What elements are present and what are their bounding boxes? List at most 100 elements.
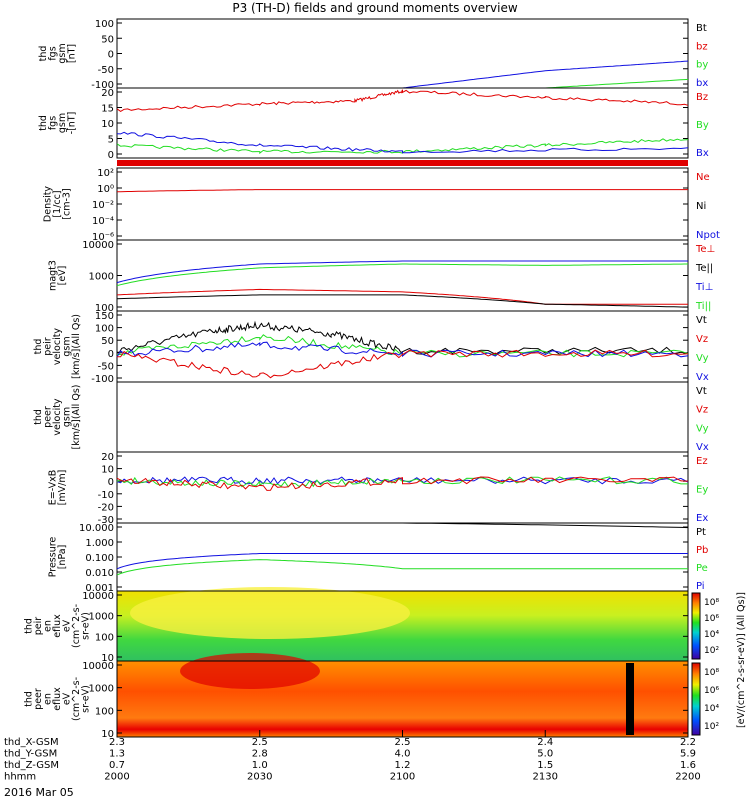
flag-bar <box>117 160 688 166</box>
legend-label: Pt <box>696 527 706 538</box>
series-line-vx <box>116 341 689 358</box>
series-line-vz <box>117 349 689 379</box>
y-tick-label: 0 <box>108 150 114 161</box>
time-row-value: 2.5 <box>395 737 411 748</box>
series-line-pi <box>116 553 688 570</box>
time-row-value: 2000 <box>104 772 129 783</box>
series-line-vt <box>117 320 689 355</box>
y-axis-label-line: thd <box>38 115 49 131</box>
series-line-bx <box>402 60 689 89</box>
y-axis-label-line: eV <box>62 692 73 705</box>
y-axis-label-line: eV <box>62 619 73 632</box>
y-tick-label: 0 <box>108 477 114 488</box>
y-tick-label: -100 <box>91 80 114 91</box>
y-tick-label: 100 <box>95 19 114 30</box>
y-axis-label-line: (cm^2-s- <box>71 677 82 721</box>
y-axis-label-line: [km/s](All Qs) <box>71 314 82 379</box>
y-axis-label-line: (cm^2-s- <box>71 604 82 648</box>
series-line-te⊥ <box>116 288 688 305</box>
time-row-value: 2.2 <box>680 737 696 748</box>
y-tick-label: 100 <box>95 706 114 717</box>
colorbar-tick-label: 10⁴ <box>704 704 719 714</box>
series-line-ne <box>116 189 688 193</box>
time-row-value: 0.7 <box>109 760 125 771</box>
legend-label: Ti⊥ <box>695 282 713 293</box>
y-axis-label-line: peer <box>43 406 54 428</box>
series-line-ti|| <box>116 263 688 287</box>
y-axis-label-line: velocity <box>52 328 63 366</box>
y-axis-label-line: gsm <box>62 407 73 427</box>
colorbar <box>691 592 701 660</box>
y-axis-label-line: thd <box>33 339 44 355</box>
time-row-value: 4.0 <box>395 749 411 760</box>
y-axis-label-line: [eV] <box>57 266 68 286</box>
y-axis-label-line: eflux <box>52 687 63 711</box>
y-axis-label-line: en <box>43 620 54 632</box>
time-row-value: 2200 <box>675 772 700 783</box>
legend-label: Vz <box>696 334 708 345</box>
colorbar-tick-label: 10⁶ <box>704 614 719 624</box>
colorbar-tick-label: 10⁴ <box>704 630 719 640</box>
y-axis-label-line: thd <box>24 691 35 707</box>
time-row-value: 1.0 <box>252 760 268 771</box>
time-row-value: 1.3 <box>109 749 125 760</box>
legend-label: Vx <box>696 442 709 453</box>
y-tick-label: -30 <box>98 515 114 526</box>
y-tick-label: -50 <box>98 361 114 372</box>
legend-label: Ti|| <box>695 301 711 312</box>
panel-frame-pressure <box>116 522 689 592</box>
y-tick-label: 5 <box>108 135 114 146</box>
y-axis-label-line: gsm <box>62 336 73 356</box>
y-axis-label-line: fgs <box>47 116 58 130</box>
colorbar-tick-label: 10² <box>704 722 719 732</box>
y-tick-label: 20 <box>101 452 114 463</box>
y-tick-label: -20 <box>98 502 114 513</box>
y-axis-label-line: [cm-3] <box>62 188 73 219</box>
series-line-vy <box>116 334 689 358</box>
legend-label: Vy <box>696 353 709 364</box>
y-axis-label-line: E=-VxB <box>47 470 58 505</box>
y-tick-label: -50 <box>98 65 114 76</box>
y-tick-label: 1000 <box>89 684 114 695</box>
y-tick-label: -10 <box>98 490 114 501</box>
legend-label: Ez <box>696 456 708 467</box>
y-axis-label-line: [mV/m] <box>57 470 68 506</box>
legend-label: Ni <box>696 201 706 212</box>
figure-title: P3 (TH-D) fields and ground moments over… <box>232 1 518 15</box>
y-tick-label: 0.100 <box>85 553 114 564</box>
y-axis-label-line: peir <box>33 617 44 636</box>
legend-label: Ey <box>696 485 708 496</box>
time-row-value: 2.4 <box>537 737 553 748</box>
y-tick-label: 10⁻⁶ <box>92 232 114 243</box>
time-row-value: 2.8 <box>252 749 268 760</box>
colorbar-tick-label: 10⁶ <box>704 686 719 696</box>
series-line-pe <box>116 559 688 576</box>
time-row-value: 2030 <box>247 772 272 783</box>
time-row-value: 5.9 <box>680 749 696 760</box>
y-tick-label: 0.001 <box>85 583 114 594</box>
y-axis-label-line: [1/cc] <box>52 190 63 217</box>
y-tick-label: -100 <box>91 374 114 385</box>
y-tick-label: 10000 <box>82 240 114 251</box>
spectrogram-hot-region <box>130 587 410 639</box>
legend-label: Vy <box>696 423 709 434</box>
legend-label: Ex <box>696 513 708 524</box>
legend-label: Pi <box>696 581 705 592</box>
panel-frame-density <box>116 167 689 241</box>
colorbar-tick-label: 10⁸ <box>704 598 719 608</box>
series-line-te|| <box>116 294 688 308</box>
legend-label: Vz <box>696 405 708 416</box>
data-gap-bar <box>626 663 634 735</box>
time-row-label: thd_Y-GSM <box>4 749 57 760</box>
colorbar-tick-label: 10² <box>704 646 719 656</box>
time-row-label: thd_X-GSM <box>4 737 59 748</box>
y-axis-label-line: velocity <box>52 398 63 436</box>
y-axis-label-line: peir <box>43 337 54 356</box>
y-tick-label: 50 <box>101 34 114 45</box>
y-axis-label-line: Density <box>43 186 54 222</box>
time-row-value: 2.5 <box>252 737 268 748</box>
y-tick-label: 10.000 <box>79 523 114 534</box>
time-row-value: 1.2 <box>395 760 411 771</box>
time-row-value: 1.5 <box>537 760 553 771</box>
